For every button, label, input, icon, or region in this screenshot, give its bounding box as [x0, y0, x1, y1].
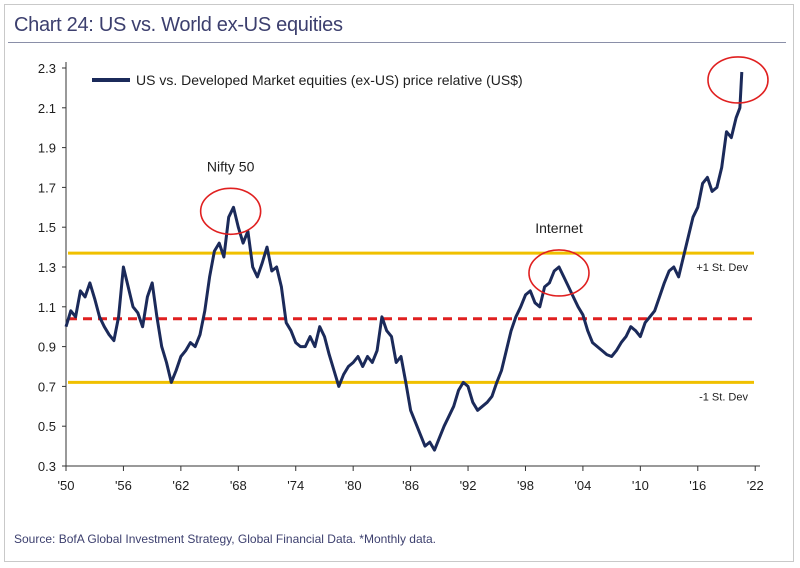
x-tick-label: '98: [517, 478, 534, 493]
annotation-circle: [199, 187, 262, 236]
y-tick-label: 1.7: [38, 180, 56, 195]
x-tick-label: '80: [345, 478, 362, 493]
x-tick-label: '74: [287, 478, 304, 493]
x-tick-label: '50: [58, 478, 75, 493]
y-tick-label: 1.9: [38, 141, 56, 156]
chart-title: Chart 24: US vs. World ex-US equities: [14, 14, 343, 36]
y-tick-label: 2.3: [38, 61, 56, 76]
title-bar: Chart 24: US vs. World ex-US equities: [8, 10, 786, 43]
chart-frame: [4, 4, 794, 562]
y-tick-label: 0.7: [38, 379, 56, 394]
y-tick-label: 1.5: [38, 220, 56, 235]
st-dev-label: -1 St. Dev: [699, 391, 748, 403]
annotation-circle: [528, 249, 590, 297]
y-tick-label: 0.3: [38, 459, 56, 474]
y-tick-label: 1.1: [38, 300, 56, 315]
y-tick-label: 1.3: [38, 260, 56, 275]
legend-label: US vs. Developed Market equities (ex-US)…: [136, 72, 523, 88]
series-line: [64, 71, 744, 452]
x-tick-label: '62: [172, 478, 189, 493]
source-note: Source: BofA Global Investment Strategy,…: [14, 532, 436, 546]
x-tick-label: '10: [632, 478, 649, 493]
x-tick-label: '04: [574, 478, 591, 493]
x-tick-label: '56: [115, 478, 132, 493]
x-tick-label: '22: [747, 478, 764, 493]
y-tick-label: 0.5: [38, 419, 56, 434]
x-tick-label: '16: [689, 478, 706, 493]
y-tick-label: 0.9: [38, 340, 56, 355]
x-tick-label: '68: [230, 478, 247, 493]
annotation-label: Nifty 50: [207, 158, 255, 174]
annotation-label: Internet: [535, 220, 583, 236]
plot-area: 0.3 0.5 0.7 0.9 1.1 1.3 1.5 1.7 1.9 2.1 2.3 '50 '56 '…: [38, 56, 769, 493]
x-tick-label: '86: [402, 478, 419, 493]
st-dev-label: +1 St. Dev: [696, 262, 748, 274]
x-tick-label: '92: [460, 478, 477, 493]
annotation-circle: [707, 56, 769, 104]
y-tick-label: 2.1: [38, 101, 56, 116]
